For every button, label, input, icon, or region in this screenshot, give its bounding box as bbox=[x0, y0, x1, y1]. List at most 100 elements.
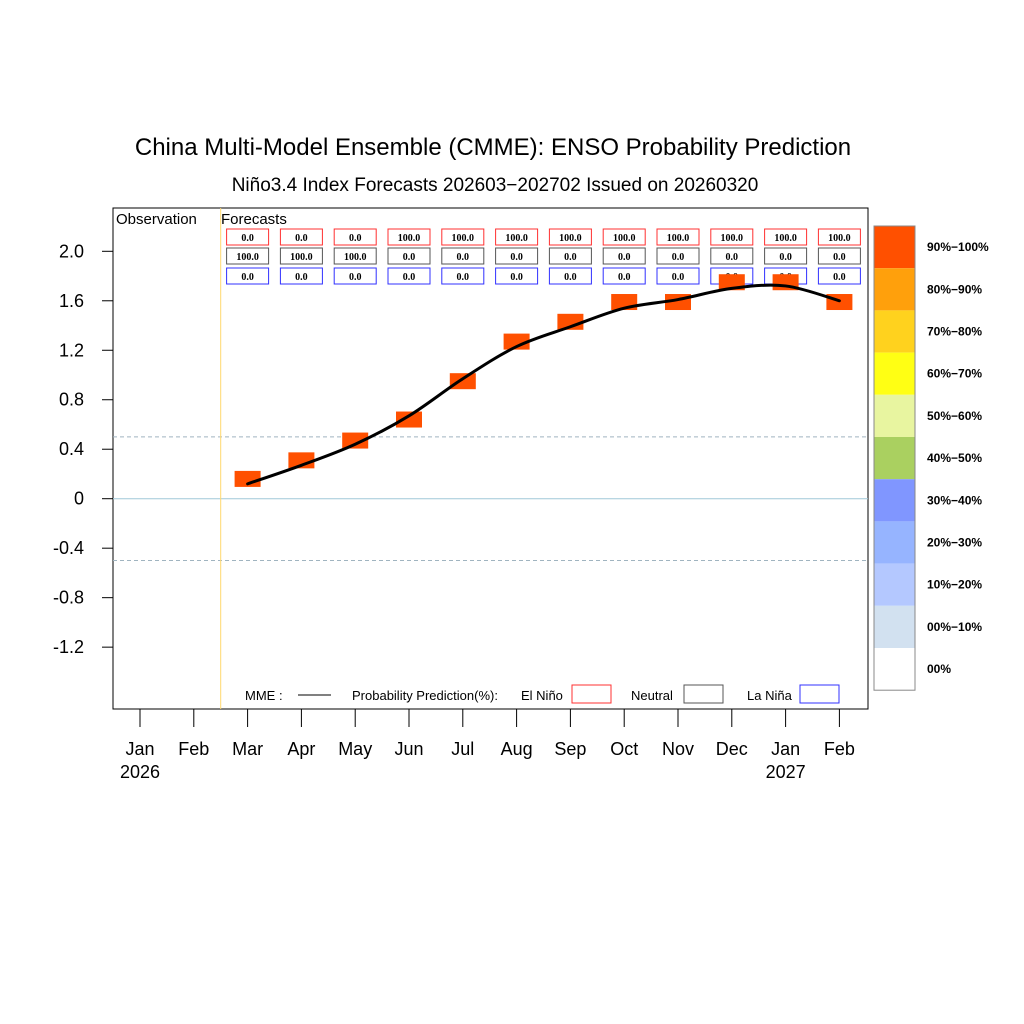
colorbar-label: 00% bbox=[927, 662, 951, 676]
x-axis: Jan Feb Mar Apr May Jun Jul Aug Sep Oct Nov Dec Jan F… bbox=[120, 709, 855, 782]
prob-box-el-nino bbox=[441, 228, 485, 246]
prob-value-el-nino: 0.0 bbox=[295, 233, 308, 244]
colorbar-swatch bbox=[874, 605, 915, 648]
prob-box-el-nino bbox=[387, 228, 431, 246]
prob-value-neutral: 0.0 bbox=[833, 252, 846, 263]
prob-value-neutral: 0.0 bbox=[618, 252, 631, 263]
x-tick-label: Dec bbox=[716, 739, 748, 759]
prob-value-el-nino: 100.0 bbox=[452, 233, 475, 244]
colorbar-swatch bbox=[874, 268, 915, 311]
prob-value-el-nino: 100.0 bbox=[559, 233, 582, 244]
prob-value-neutral: 0.0 bbox=[726, 252, 739, 263]
prob-box-la-nina bbox=[495, 267, 539, 285]
colorbar-swatch bbox=[874, 310, 915, 353]
prob-box-neutral bbox=[656, 247, 700, 265]
prob-box-el-nino bbox=[333, 228, 377, 246]
prob-value-el-nino: 100.0 bbox=[398, 233, 421, 244]
prob-value-el-nino: 0.0 bbox=[241, 233, 254, 244]
colorbar-swatch bbox=[874, 648, 915, 691]
colorbar-label: 80%−90% bbox=[927, 282, 982, 296]
y-tick-label: 0.4 bbox=[59, 439, 84, 459]
prob-box-el-nino bbox=[279, 228, 323, 246]
prob-value-la-nina: 0.0 bbox=[241, 272, 254, 283]
colorbar-swatch bbox=[874, 352, 915, 395]
prob-box-la-nina bbox=[602, 267, 646, 285]
colorbar-label: 70%−80% bbox=[927, 325, 982, 339]
prob-box-la-nina bbox=[279, 267, 323, 285]
prob-value-neutral: 0.0 bbox=[564, 252, 577, 263]
prob-value-la-nina: 0.0 bbox=[564, 272, 577, 283]
x-tick-label: Sep bbox=[554, 739, 586, 759]
prob-box-el-nino bbox=[495, 228, 539, 246]
probability-colorbar: 90%−100% 80%−90% 70%−80% 60%−70% 50%−60% 40%−… bbox=[873, 225, 989, 691]
colorbar-swatch bbox=[874, 479, 915, 522]
probability-table: 0.0 0.0 0.0 100.0 100.0 100.0 100.0 100.0 100.0 1… bbox=[226, 228, 861, 285]
prob-box-neutral bbox=[764, 247, 808, 265]
x-year-label: 2027 bbox=[766, 762, 806, 782]
prob-box-neutral bbox=[495, 247, 539, 265]
prob-box-la-nina bbox=[441, 267, 485, 285]
prob-value-neutral: 0.0 bbox=[672, 252, 685, 263]
x-tick-label: Feb bbox=[824, 739, 855, 759]
y-axis: 2.0 1.6 1.2 0.8 0.4 0 -0.4 -0.8 -1.2 bbox=[53, 241, 113, 657]
probability-marker bbox=[449, 373, 476, 390]
colorbar-swatch bbox=[874, 563, 915, 606]
y-tick-label: 0.8 bbox=[59, 390, 84, 410]
colorbar-swatch bbox=[874, 437, 915, 480]
x-tick-label: Feb bbox=[178, 739, 209, 759]
x-tick-label: May bbox=[338, 739, 372, 759]
prob-value-neutral: 0.0 bbox=[779, 252, 792, 263]
prob-box-neutral bbox=[817, 247, 861, 265]
y-tick-label: -0.8 bbox=[53, 588, 84, 608]
x-tick-label: Aug bbox=[501, 739, 533, 759]
prob-value-neutral: 100.0 bbox=[236, 252, 259, 263]
probability-marker bbox=[503, 333, 530, 350]
prob-value-la-nina: 0.0 bbox=[672, 272, 685, 283]
x-tick-label: Jan bbox=[771, 739, 800, 759]
legend-neutral-label: Neutral bbox=[631, 688, 673, 703]
y-tick-label: 1.2 bbox=[59, 340, 84, 360]
colorbar-label: 90%−100% bbox=[927, 240, 989, 254]
prob-value-el-nino: 100.0 bbox=[667, 233, 690, 244]
x-tick-label: Apr bbox=[287, 739, 315, 759]
chart-title: China Multi-Model Ensemble (CMME): ENSO … bbox=[135, 134, 851, 161]
prob-box-la-nina bbox=[333, 267, 377, 285]
prob-value-la-nina: 0.0 bbox=[510, 272, 523, 283]
prob-value-la-nina: 0.0 bbox=[457, 272, 470, 283]
prob-box-la-nina bbox=[387, 267, 431, 285]
prob-box-neutral bbox=[279, 247, 323, 265]
y-tick-label: -1.2 bbox=[53, 637, 84, 657]
chart-subtitle: Niño3.4 Index Forecasts 202603−202702 Is… bbox=[232, 175, 759, 196]
prob-box-el-nino bbox=[710, 228, 754, 246]
plot-frame bbox=[112, 207, 869, 710]
prob-box-neutral bbox=[710, 247, 754, 265]
prob-value-el-nino: 100.0 bbox=[505, 233, 528, 244]
colorbar-label: 20%−30% bbox=[927, 536, 982, 550]
prob-value-el-nino: 100.0 bbox=[828, 233, 851, 244]
legend: MME : Probability Prediction(%): El Niño… bbox=[245, 684, 840, 704]
colorbar-swatch bbox=[874, 521, 915, 564]
legend-el-nino-box bbox=[571, 684, 612, 704]
prob-value-la-nina: 0.0 bbox=[618, 272, 631, 283]
y-tick-label: 2.0 bbox=[59, 241, 84, 261]
mme-line bbox=[246, 283, 841, 486]
probability-marker bbox=[342, 432, 369, 449]
prob-box-neutral bbox=[387, 247, 431, 265]
x-tick-label: Oct bbox=[610, 739, 638, 759]
legend-el-nino-label: El Niño bbox=[521, 688, 563, 703]
x-tick-label: Nov bbox=[662, 739, 694, 759]
legend-prob-label: Probability Prediction(%): bbox=[352, 688, 498, 703]
prob-box-el-nino bbox=[817, 228, 861, 246]
prob-box-neutral bbox=[333, 247, 377, 265]
prob-box-neutral bbox=[602, 247, 646, 265]
colorbar-label: 10%−20% bbox=[927, 578, 982, 592]
prob-box-neutral bbox=[548, 247, 592, 265]
prob-value-el-nino: 100.0 bbox=[721, 233, 744, 244]
prob-value-neutral: 100.0 bbox=[344, 252, 367, 263]
prob-value-la-nina: 0.0 bbox=[833, 272, 846, 283]
y-tick-label: -0.4 bbox=[53, 538, 84, 558]
prob-box-la-nina bbox=[817, 267, 861, 285]
prob-box-la-nina bbox=[226, 267, 270, 285]
legend-la-nina-label: La Niña bbox=[747, 688, 793, 703]
